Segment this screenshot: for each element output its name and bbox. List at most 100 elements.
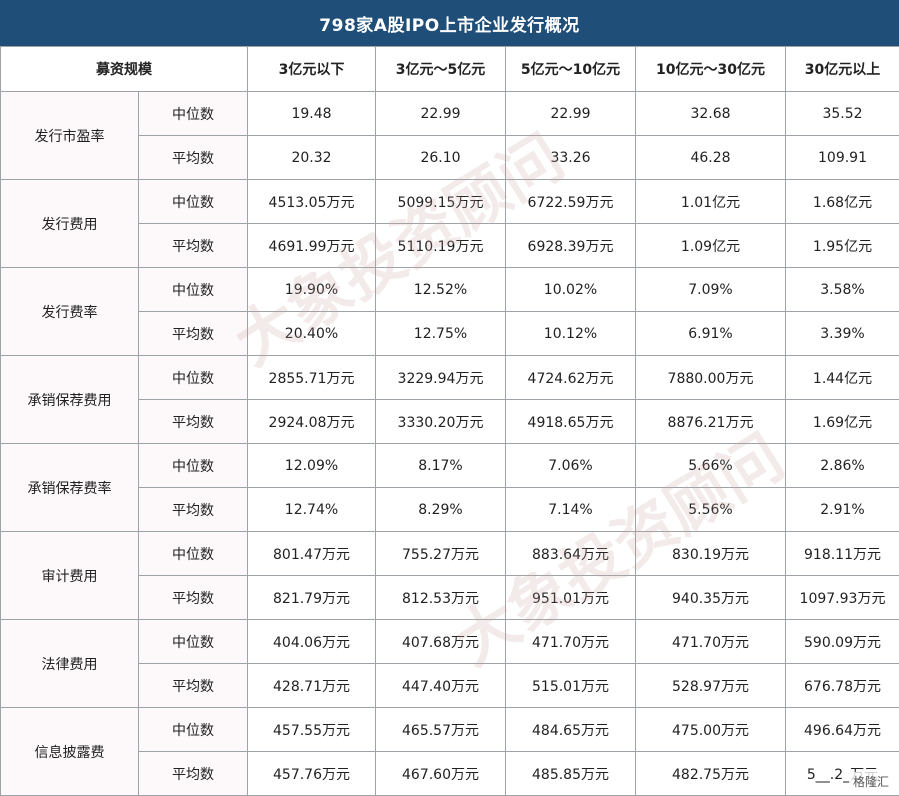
header-col: 3亿元～5亿元 — [376, 47, 506, 92]
value-cell: 12.09% — [248, 444, 376, 488]
value-cell: 46.28 — [636, 136, 786, 180]
stat-label: 中位数 — [139, 708, 248, 752]
value-cell: 496.64万元 — [786, 708, 899, 752]
value-cell: 951.01万元 — [506, 576, 636, 620]
value-cell: 8.29% — [376, 488, 506, 532]
value-cell: 1.44亿元 — [786, 356, 899, 400]
value-cell: 3330.20万元 — [376, 400, 506, 444]
metric-name: 承销保荐费用 — [1, 356, 139, 444]
value-cell: 457.55万元 — [248, 708, 376, 752]
value-cell: 22.99 — [506, 92, 636, 136]
stat-label: 中位数 — [139, 532, 248, 576]
value-cell: 465.57万元 — [376, 708, 506, 752]
value-cell: 10.12% — [506, 312, 636, 356]
value-cell: 407.68万元 — [376, 620, 506, 664]
value-cell: 20.32 — [248, 136, 376, 180]
stat-label: 中位数 — [139, 268, 248, 312]
value-cell: 12.52% — [376, 268, 506, 312]
corner-logo: 格隆汇 — [849, 772, 893, 791]
header-col: 5亿元～10亿元 — [506, 47, 636, 92]
value-cell: 4691.99万元 — [248, 224, 376, 268]
stat-label: 平均数 — [139, 488, 248, 532]
stat-label: 中位数 — [139, 620, 248, 664]
value-cell: 471.70万元 — [506, 620, 636, 664]
value-cell: 7.09% — [636, 268, 786, 312]
value-cell: 12.74% — [248, 488, 376, 532]
stat-label: 平均数 — [139, 312, 248, 356]
stat-label: 平均数 — [139, 224, 248, 268]
value-cell: 19.48 — [248, 92, 376, 136]
value-cell: 428.71万元 — [248, 664, 376, 708]
value-cell: 5.56% — [636, 488, 786, 532]
value-cell: 109.91 — [786, 136, 899, 180]
value-cell: 5099.15万元 — [376, 180, 506, 224]
stat-label: 平均数 — [139, 664, 248, 708]
value-cell: 467.60万元 — [376, 752, 506, 796]
value-cell: 2.86% — [786, 444, 899, 488]
value-cell: 7880.00万元 — [636, 356, 786, 400]
value-cell: 19.90% — [248, 268, 376, 312]
value-cell: 32.68 — [636, 92, 786, 136]
value-cell: 7.14% — [506, 488, 636, 532]
value-cell: 940.35万元 — [636, 576, 786, 620]
value-cell: 485.85万元 — [506, 752, 636, 796]
stat-label: 中位数 — [139, 356, 248, 400]
stat-label: 中位数 — [139, 180, 248, 224]
value-cell: 6928.39万元 — [506, 224, 636, 268]
value-cell: 590.09万元 — [786, 620, 899, 664]
value-cell: 812.53万元 — [376, 576, 506, 620]
value-cell: 2924.08万元 — [248, 400, 376, 444]
table-title: 798家A股IPO上市企业发行概况 — [0, 0, 899, 46]
ipo-summary-table: 募资规模 3亿元以下 3亿元～5亿元 5亿元～10亿元 10亿元～30亿元 30… — [0, 46, 899, 796]
value-cell: 33.26 — [506, 136, 636, 180]
value-cell: 4724.62万元 — [506, 356, 636, 400]
value-cell: 4513.05万元 — [248, 180, 376, 224]
value-cell: 2855.71万元 — [248, 356, 376, 400]
stat-label: 中位数 — [139, 444, 248, 488]
value-cell: 755.27万元 — [376, 532, 506, 576]
value-cell: 22.99 — [376, 92, 506, 136]
value-cell: 515.01万元 — [506, 664, 636, 708]
value-cell: 484.65万元 — [506, 708, 636, 752]
value-cell: 471.70万元 — [636, 620, 786, 664]
value-cell: 1.68亿元 — [786, 180, 899, 224]
value-cell: 12.75% — [376, 312, 506, 356]
header-col: 30亿元以上 — [786, 47, 899, 92]
value-cell: 3229.94万元 — [376, 356, 506, 400]
value-cell: 1.09亿元 — [636, 224, 786, 268]
value-cell: 1097.93万元 — [786, 576, 899, 620]
metric-name: 承销保荐费率 — [1, 444, 139, 532]
value-cell: 6.91% — [636, 312, 786, 356]
metric-name: 法律费用 — [1, 620, 139, 708]
metric-name: 审计费用 — [1, 532, 139, 620]
value-cell: 5110.19万元 — [376, 224, 506, 268]
metric-name: 发行费率 — [1, 268, 139, 356]
value-cell: 6722.59万元 — [506, 180, 636, 224]
value-cell: 1.69亿元 — [786, 400, 899, 444]
stat-label: 中位数 — [139, 92, 248, 136]
header-row: 募资规模 3亿元以下 3亿元～5亿元 5亿元～10亿元 10亿元～30亿元 30… — [1, 47, 899, 92]
value-cell: 8876.21万元 — [636, 400, 786, 444]
stat-label: 平均数 — [139, 576, 248, 620]
value-cell: 528.97万元 — [636, 664, 786, 708]
value-cell: 918.11万元 — [786, 532, 899, 576]
value-cell: 404.06万元 — [248, 620, 376, 664]
value-cell: 1.01亿元 — [636, 180, 786, 224]
value-cell: 10.02% — [506, 268, 636, 312]
header-col: 3亿元以下 — [248, 47, 376, 92]
value-cell: 7.06% — [506, 444, 636, 488]
value-cell: 3.39% — [786, 312, 899, 356]
value-cell: 5.66% — [636, 444, 786, 488]
value-cell: 482.75万元 — [636, 752, 786, 796]
value-cell: 26.10 — [376, 136, 506, 180]
